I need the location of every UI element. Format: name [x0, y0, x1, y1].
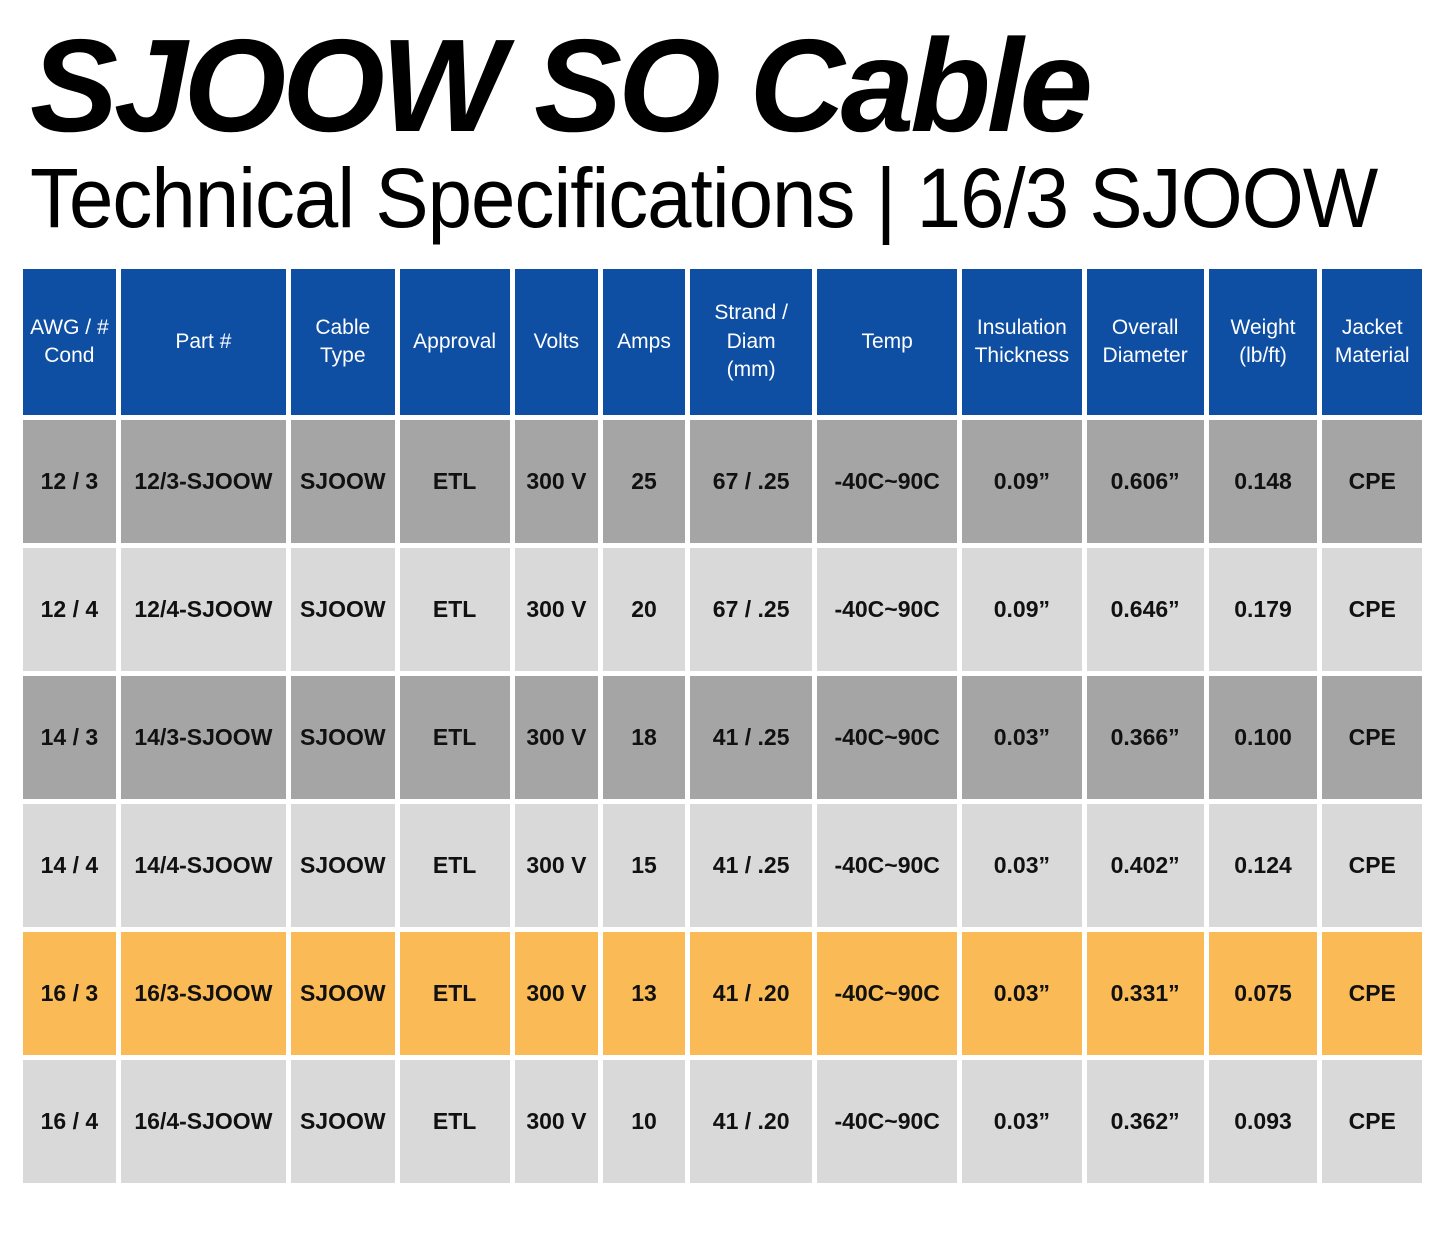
- table-row-16-3-highlighted: 16 / 3 16/3-SJOOW SJOOW ETL 300 V 13 41 …: [23, 932, 1422, 1055]
- cell-overall-diameter: 0.402”: [1086, 804, 1204, 927]
- cell-amps: 10: [603, 1060, 685, 1183]
- cell-overall-diameter: 0.646”: [1086, 548, 1204, 671]
- column-header-insulation-thickness: Insulation Thickness: [962, 269, 1082, 415]
- cell-approval: ETL: [399, 676, 510, 799]
- cell-weight: 0.124: [1208, 804, 1318, 927]
- cell-temp: -40C~90C: [817, 676, 958, 799]
- cell-amps: 20: [603, 548, 685, 671]
- cell-temp: -40C~90C: [817, 1060, 958, 1183]
- column-header-amps: Amps: [603, 269, 685, 415]
- cell-awg: 16 / 4: [23, 1060, 116, 1183]
- page-title: SJOOW SO Cable: [30, 12, 1093, 159]
- column-header-temp: Temp: [817, 269, 958, 415]
- cell-strand-diam: 67 / .25: [690, 548, 813, 671]
- cell-temp: -40C~90C: [817, 420, 958, 543]
- column-header-overall-diameter: Overall Diameter: [1086, 269, 1204, 415]
- cell-awg: 16 / 3: [23, 932, 116, 1055]
- cell-cable-type: SJOOW: [291, 420, 395, 543]
- cell-insulation-thickness: 0.03”: [962, 804, 1082, 927]
- cell-awg: 14 / 4: [23, 804, 116, 927]
- cell-strand-diam: 41 / .20: [690, 932, 813, 1055]
- cell-cable-type: SJOOW: [291, 804, 395, 927]
- cell-insulation-thickness: 0.03”: [962, 932, 1082, 1055]
- cell-overall-diameter: 0.606”: [1086, 420, 1204, 543]
- cell-awg: 12 / 3: [23, 420, 116, 543]
- spec-table: AWG / # Cond Part # Cable Type Approval …: [18, 264, 1427, 1188]
- cell-part-number: 12/4-SJOOW: [120, 548, 287, 671]
- cell-jacket-material: CPE: [1322, 804, 1422, 927]
- cell-strand-diam: 41 / .25: [690, 804, 813, 927]
- cell-cable-type: SJOOW: [291, 676, 395, 799]
- cell-volts: 300 V: [514, 804, 599, 927]
- cell-jacket-material: CPE: [1322, 548, 1422, 671]
- cell-approval: ETL: [399, 548, 510, 671]
- cell-insulation-thickness: 0.09”: [962, 548, 1082, 671]
- table-header-row: AWG / # Cond Part # Cable Type Approval …: [23, 269, 1422, 415]
- cell-weight: 0.093: [1208, 1060, 1318, 1183]
- column-header-awg-cond: AWG / # Cond: [23, 269, 116, 415]
- cell-weight: 0.100: [1208, 676, 1318, 799]
- cell-amps: 13: [603, 932, 685, 1055]
- cell-amps: 18: [603, 676, 685, 799]
- cell-strand-diam: 41 / .25: [690, 676, 813, 799]
- table-row-12-3: 12 / 3 12/3-SJOOW SJOOW ETL 300 V 25 67 …: [23, 420, 1422, 543]
- column-header-part-number: Part #: [120, 269, 287, 415]
- cell-temp: -40C~90C: [817, 932, 958, 1055]
- page-subtitle: Technical Specifications | 16/3 SJOOW: [30, 151, 1378, 245]
- cell-approval: ETL: [399, 1060, 510, 1183]
- cell-insulation-thickness: 0.03”: [962, 1060, 1082, 1183]
- cell-temp: -40C~90C: [817, 804, 958, 927]
- cell-overall-diameter: 0.331”: [1086, 932, 1204, 1055]
- table-row-14-4: 14 / 4 14/4-SJOOW SJOOW ETL 300 V 15 41 …: [23, 804, 1422, 927]
- cell-weight: 0.148: [1208, 420, 1318, 543]
- cell-volts: 300 V: [514, 676, 599, 799]
- cell-insulation-thickness: 0.03”: [962, 676, 1082, 799]
- cell-strand-diam: 67 / .25: [690, 420, 813, 543]
- table-row-16-4: 16 / 4 16/4-SJOOW SJOOW ETL 300 V 10 41 …: [23, 1060, 1422, 1183]
- column-header-strand-diam: Strand / Diam (mm): [690, 269, 813, 415]
- cell-strand-diam: 41 / .20: [690, 1060, 813, 1183]
- cell-approval: ETL: [399, 804, 510, 927]
- table-row-12-4: 12 / 4 12/4-SJOOW SJOOW ETL 300 V 20 67 …: [23, 548, 1422, 671]
- cell-part-number: 14/4-SJOOW: [120, 804, 287, 927]
- cell-overall-diameter: 0.366”: [1086, 676, 1204, 799]
- cell-cable-type: SJOOW: [291, 548, 395, 671]
- cell-volts: 300 V: [514, 932, 599, 1055]
- cell-volts: 300 V: [514, 548, 599, 671]
- cell-part-number: 16/4-SJOOW: [120, 1060, 287, 1183]
- cell-amps: 25: [603, 420, 685, 543]
- cell-jacket-material: CPE: [1322, 676, 1422, 799]
- cell-part-number: 14/3-SJOOW: [120, 676, 287, 799]
- cell-part-number: 16/3-SJOOW: [120, 932, 287, 1055]
- cell-temp: -40C~90C: [817, 548, 958, 671]
- column-header-cable-type: Cable Type: [291, 269, 395, 415]
- cell-weight: 0.075: [1208, 932, 1318, 1055]
- cell-approval: ETL: [399, 932, 510, 1055]
- cell-awg: 12 / 4: [23, 548, 116, 671]
- cell-approval: ETL: [399, 420, 510, 543]
- cell-cable-type: SJOOW: [291, 932, 395, 1055]
- cell-volts: 300 V: [514, 1060, 599, 1183]
- cell-weight: 0.179: [1208, 548, 1318, 671]
- cell-cable-type: SJOOW: [291, 1060, 395, 1183]
- cell-jacket-material: CPE: [1322, 1060, 1422, 1183]
- page-header: SJOOW SO Cable Technical Specifications …: [0, 0, 1445, 245]
- cell-part-number: 12/3-SJOOW: [120, 420, 287, 543]
- cell-volts: 300 V: [514, 420, 599, 543]
- column-header-volts: Volts: [514, 269, 599, 415]
- cell-jacket-material: CPE: [1322, 932, 1422, 1055]
- cell-amps: 15: [603, 804, 685, 927]
- column-header-approval: Approval: [399, 269, 510, 415]
- cell-jacket-material: CPE: [1322, 420, 1422, 543]
- cell-insulation-thickness: 0.09”: [962, 420, 1082, 543]
- column-header-weight: Weight (lb/ft): [1208, 269, 1318, 415]
- table-row-14-3: 14 / 3 14/3-SJOOW SJOOW ETL 300 V 18 41 …: [23, 676, 1422, 799]
- column-header-jacket-material: Jacket Material: [1322, 269, 1422, 415]
- cell-overall-diameter: 0.362”: [1086, 1060, 1204, 1183]
- cell-awg: 14 / 3: [23, 676, 116, 799]
